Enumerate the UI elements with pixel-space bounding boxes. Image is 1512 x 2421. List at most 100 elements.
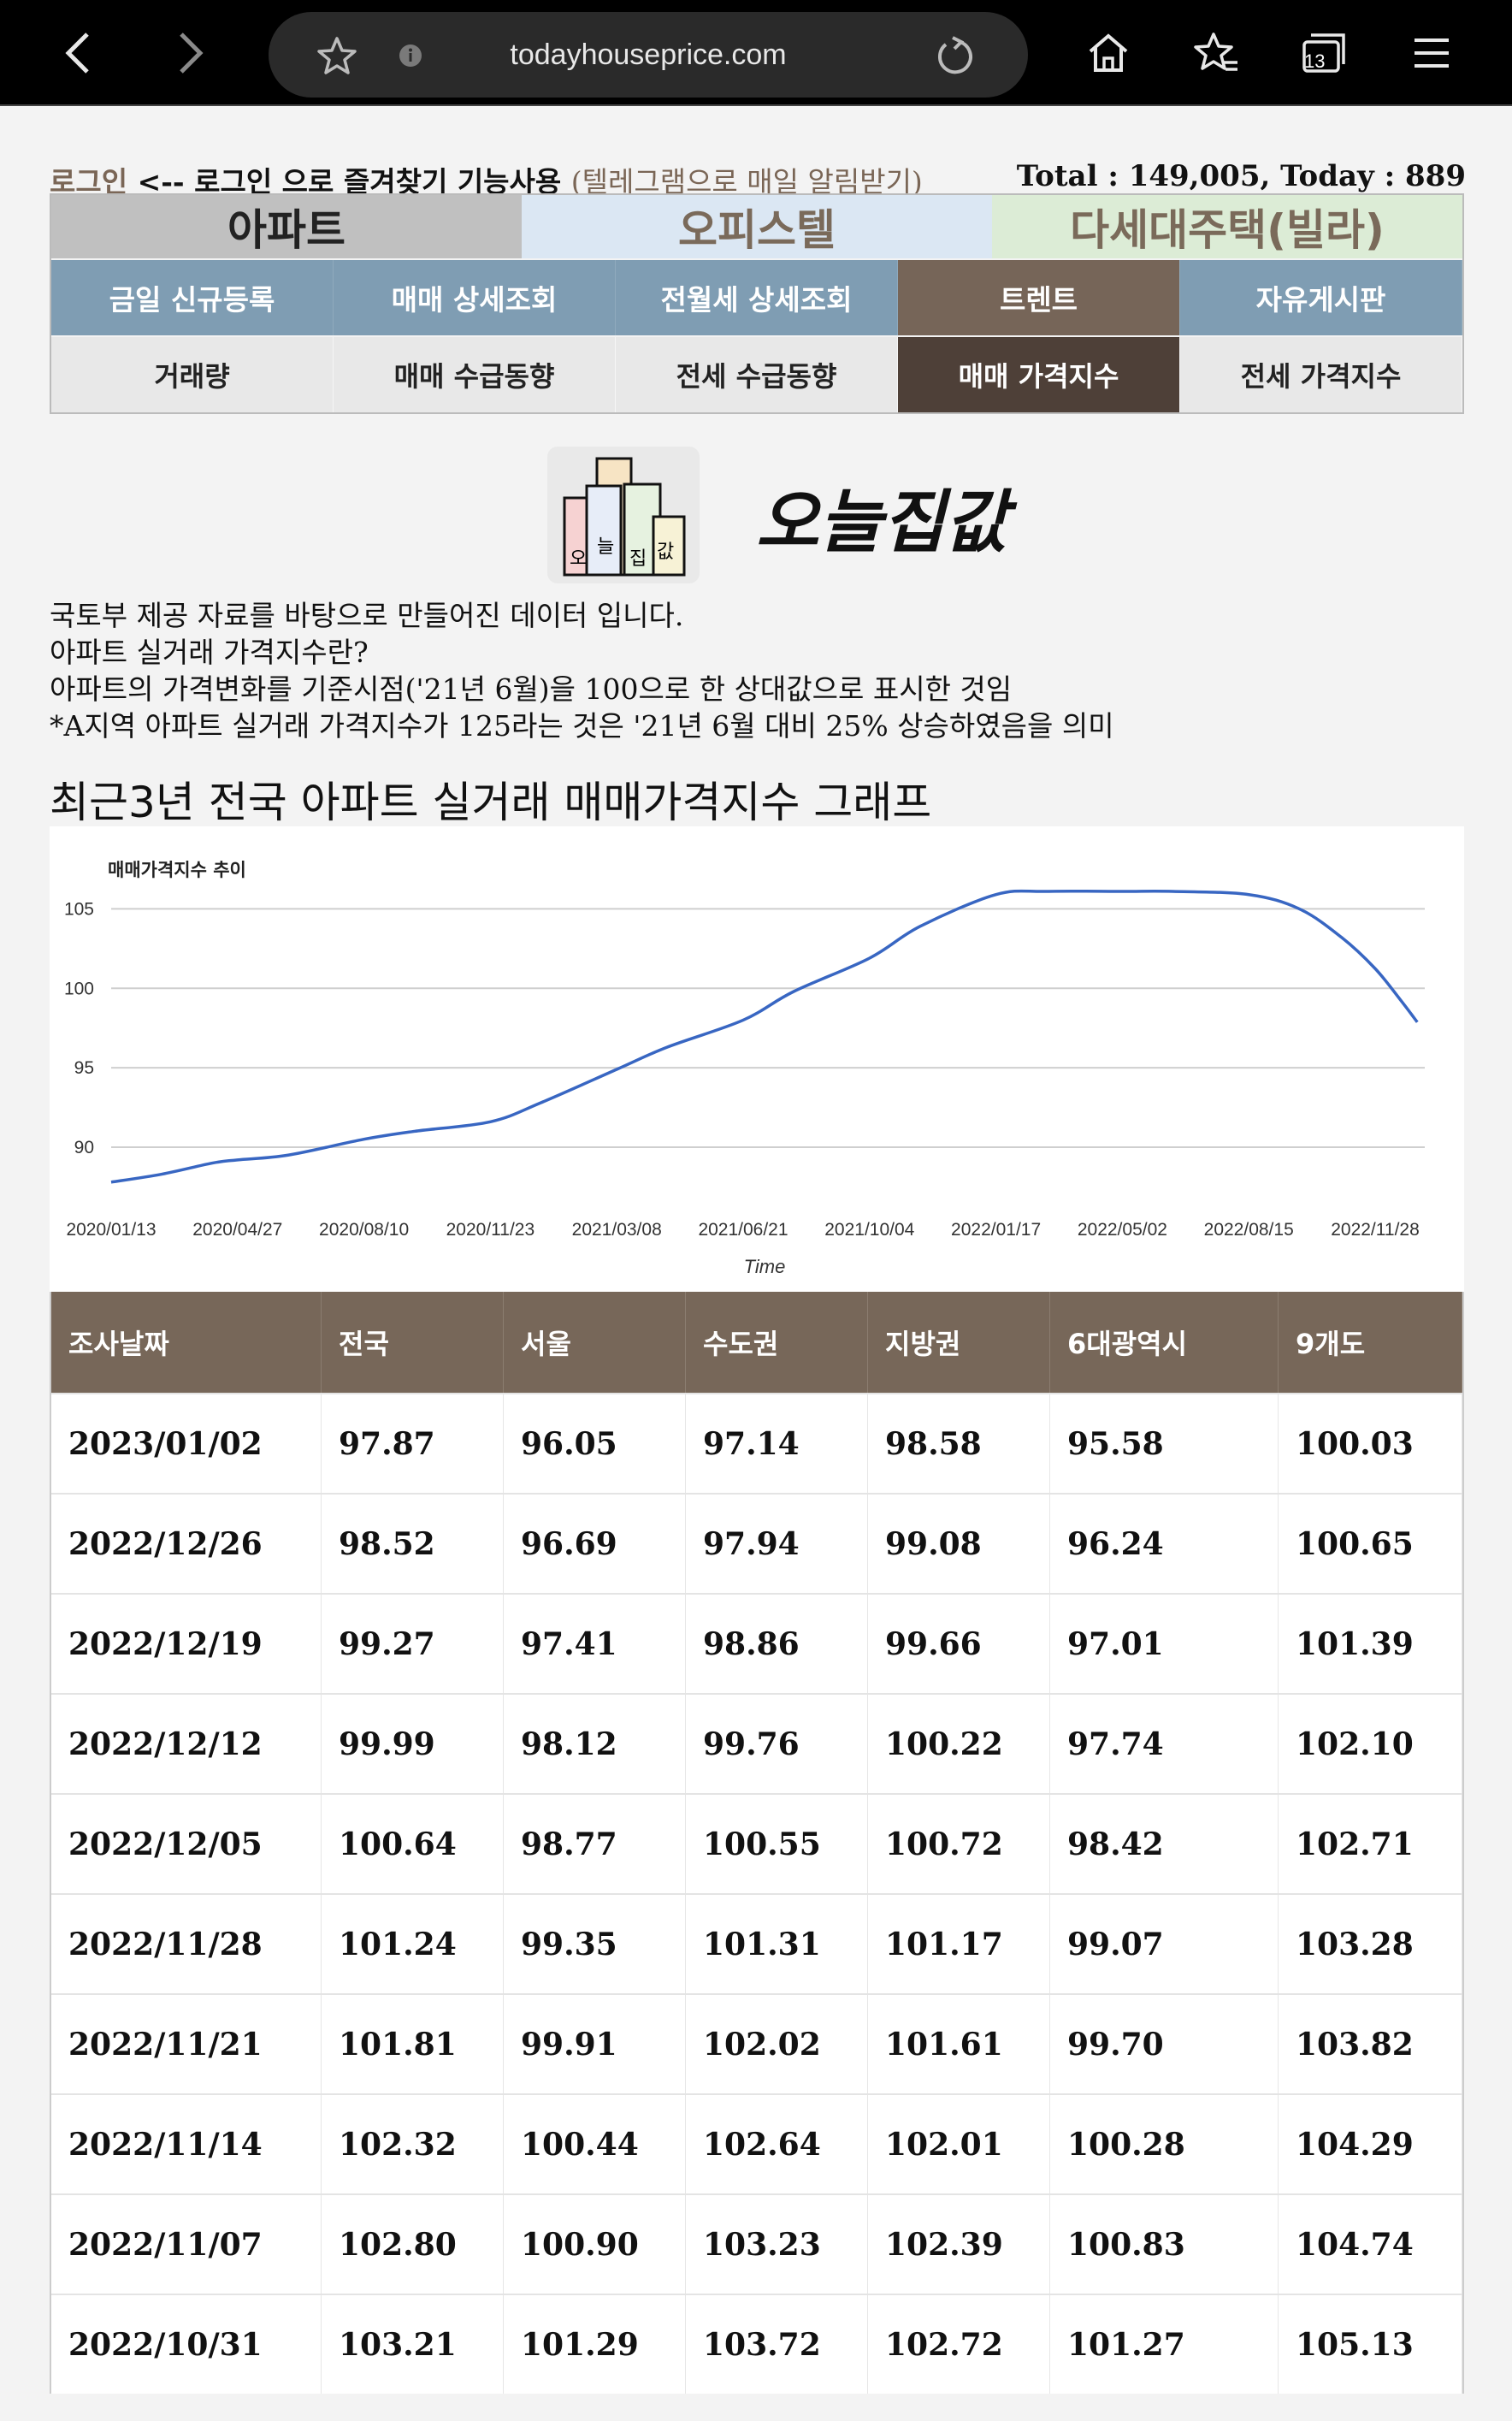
cell-value: 103.72 (686, 2295, 868, 2394)
cell-value: 100.44 (504, 2095, 686, 2193)
cell-date: 2022/11/07 (51, 2195, 322, 2294)
star-icon[interactable] (316, 36, 357, 75)
main-menu: 아파트 오피스텔 다세대주택(빌라) 금일 신규등록 매매 상세조회 전월세 상… (50, 193, 1464, 414)
y-tick-label: 90 (74, 1138, 94, 1157)
trend-submenu: 거래량 매매 수급동향 전세 수급동향 매매 가격지수 전세 가격지수 (51, 337, 1462, 412)
cell-date: 2022/12/12 (51, 1695, 322, 1793)
cell-value: 101.29 (504, 2295, 686, 2394)
cell-date: 2022/12/26 (51, 1495, 322, 1593)
login-row: 로그인 <-- 로그인 으로 즐겨찾기 기능사용 (텔레그램으로 매일 알림받기… (50, 159, 1466, 202)
table-row: 2022/10/31 103.21 101.29 103.72 102.72 101.27… (51, 2294, 1462, 2394)
menu-sale-detail[interactable]: 매매 상세조회 (334, 260, 616, 335)
cell-value: 101.39 (1279, 1595, 1462, 1693)
table-row: 2022/12/05 100.64 98.77 100.55 100.72 98.42 10… (51, 1793, 1462, 1893)
cell-value: 101.24 (322, 1895, 504, 1993)
table-row: 2022/12/19 99.27 97.41 98.86 99.66 97.01 101.3… (51, 1593, 1462, 1693)
cell-value: 98.86 (686, 1595, 868, 1693)
telegram-link[interactable]: (텔레그램으로 매일 알림받기) (570, 165, 923, 198)
forward-button[interactable] (156, 19, 224, 87)
cell-value: 98.42 (1050, 1795, 1279, 1893)
cell-value: 102.39 (868, 2195, 1050, 2294)
cell-date: 2022/11/21 (51, 1995, 322, 2093)
login-hint: <-- 로그인 으로 즐겨찾기 기능사용 (127, 165, 571, 198)
x-axis-label: Time (744, 1256, 786, 1277)
menu-button[interactable] (1397, 19, 1466, 87)
cell-value: 99.07 (1050, 1895, 1279, 1993)
graph-title: 최근3년 전국 아파트 실거래 매매가격지수 그래프 (50, 778, 932, 827)
header-nine-provinces: 9개도 (1279, 1292, 1462, 1393)
home-button[interactable] (1074, 19, 1143, 87)
cell-value: 98.58 (868, 1394, 1050, 1493)
menu-sale-price-index[interactable]: 매매 가격지수 (898, 337, 1180, 412)
logo-text: 오늘집값 (756, 482, 1008, 562)
logo-icon: 오 늘 집 값 (547, 447, 700, 583)
cell-value: 99.66 (868, 1595, 1050, 1693)
y-tick-label: 95 (74, 1058, 94, 1078)
menu-new-registrations[interactable]: 금일 신규등록 (51, 260, 334, 335)
table-row: 2023/01/02 97.87 96.05 97.14 98.58 95.58 100.0… (51, 1393, 1462, 1493)
cell-value: 105.13 (1279, 2295, 1462, 2394)
menu-trend[interactable]: 트렌트 (898, 260, 1180, 335)
cell-value: 100.65 (1279, 1495, 1462, 1593)
cell-value: 102.02 (686, 1995, 868, 2093)
price-index-table: 조사날짜 전국 서울 수도권 지방권 6대광역시 9개도 2023/01/02 9… (50, 1292, 1464, 2394)
tab-apartment[interactable]: 아파트 (51, 195, 522, 258)
cell-value: 97.01 (1050, 1595, 1279, 1693)
x-tick-label: 2021/10/04 (824, 1220, 914, 1240)
description-line: *A지역 아파트 실거래 가격지수가 125라는 것은 '21년 6월 대비 2… (50, 709, 1114, 743)
menu-jeonse-supply-demand[interactable]: 전세 수급동향 (616, 337, 898, 412)
reload-icon[interactable] (934, 36, 975, 77)
menu-rent-detail[interactable]: 전월세 상세조회 (616, 260, 898, 335)
login-link[interactable]: 로그인 (50, 165, 128, 198)
table-body: 2023/01/02 97.87 96.05 97.14 98.58 95.58 100.0… (51, 1393, 1462, 2394)
cell-value: 99.27 (322, 1595, 504, 1693)
cell-value: 97.41 (504, 1595, 686, 1693)
info-icon[interactable] (399, 44, 422, 68)
cell-value: 95.58 (1050, 1394, 1279, 1493)
x-tick-label: 2022/11/28 (1331, 1220, 1420, 1240)
x-tick-label: 2022/01/17 (951, 1220, 1041, 1240)
back-button[interactable] (44, 19, 113, 87)
cell-value: 103.21 (322, 2295, 504, 2394)
tabs-count: 13 (1304, 50, 1326, 72)
url-text: todayhouseprice.com (510, 38, 787, 71)
cell-value: 100.55 (686, 1795, 868, 1893)
menu-sale-supply-demand[interactable]: 매매 수급동향 (334, 337, 616, 412)
bookmarks-button[interactable] (1182, 19, 1250, 87)
cell-value: 103.28 (1279, 1895, 1462, 1993)
cell-value: 102.71 (1279, 1795, 1462, 1893)
cell-value: 100.28 (1050, 2095, 1279, 2193)
cell-date: 2022/10/31 (51, 2295, 322, 2394)
cell-value: 104.29 (1279, 2095, 1462, 2193)
cell-value: 96.24 (1050, 1495, 1279, 1593)
header-metro-cities: 6대광역시 (1050, 1292, 1279, 1393)
cell-value: 97.87 (322, 1394, 504, 1493)
cell-date: 2022/12/19 (51, 1595, 322, 1693)
menu-board[interactable]: 자유게시판 (1180, 260, 1462, 335)
cell-value: 101.27 (1050, 2295, 1279, 2394)
cell-value: 99.91 (504, 1995, 686, 2093)
menu-volume[interactable]: 거래량 (51, 337, 334, 412)
address-bar[interactable]: todayhouseprice.com (269, 12, 1028, 98)
cell-value: 97.94 (686, 1495, 868, 1593)
cell-value: 100.72 (868, 1795, 1050, 1893)
tabs-button[interactable]: 13 (1290, 19, 1358, 87)
tab-villa[interactable]: 다세대주택(빌라) (992, 195, 1462, 258)
cell-value: 99.70 (1050, 1995, 1279, 2093)
cell-value: 99.99 (322, 1695, 504, 1793)
cell-value: 100.22 (868, 1695, 1050, 1793)
cell-value: 98.12 (504, 1695, 686, 1793)
table-header: 조사날짜 전국 서울 수도권 지방권 6대광역시 9개도 (51, 1292, 1462, 1393)
cell-value: 103.82 (1279, 1995, 1462, 2093)
header-date: 조사날짜 (51, 1292, 322, 1393)
cell-value: 102.64 (686, 2095, 868, 2193)
cell-value: 96.69 (504, 1495, 686, 1593)
tab-officetel[interactable]: 오피스텔 (522, 195, 992, 258)
bookmarks-star-icon (1194, 33, 1237, 71)
cell-value: 103.23 (686, 2195, 868, 2294)
menu-jeonse-price-index[interactable]: 전세 가격지수 (1180, 337, 1462, 412)
y-tick-label: 105 (64, 899, 94, 919)
x-tick-label: 2020/01/13 (66, 1220, 156, 1240)
cell-value: 98.52 (322, 1495, 504, 1593)
table-row: 2022/11/28 101.24 99.35 101.31 101.17 99.07 10… (51, 1893, 1462, 1993)
